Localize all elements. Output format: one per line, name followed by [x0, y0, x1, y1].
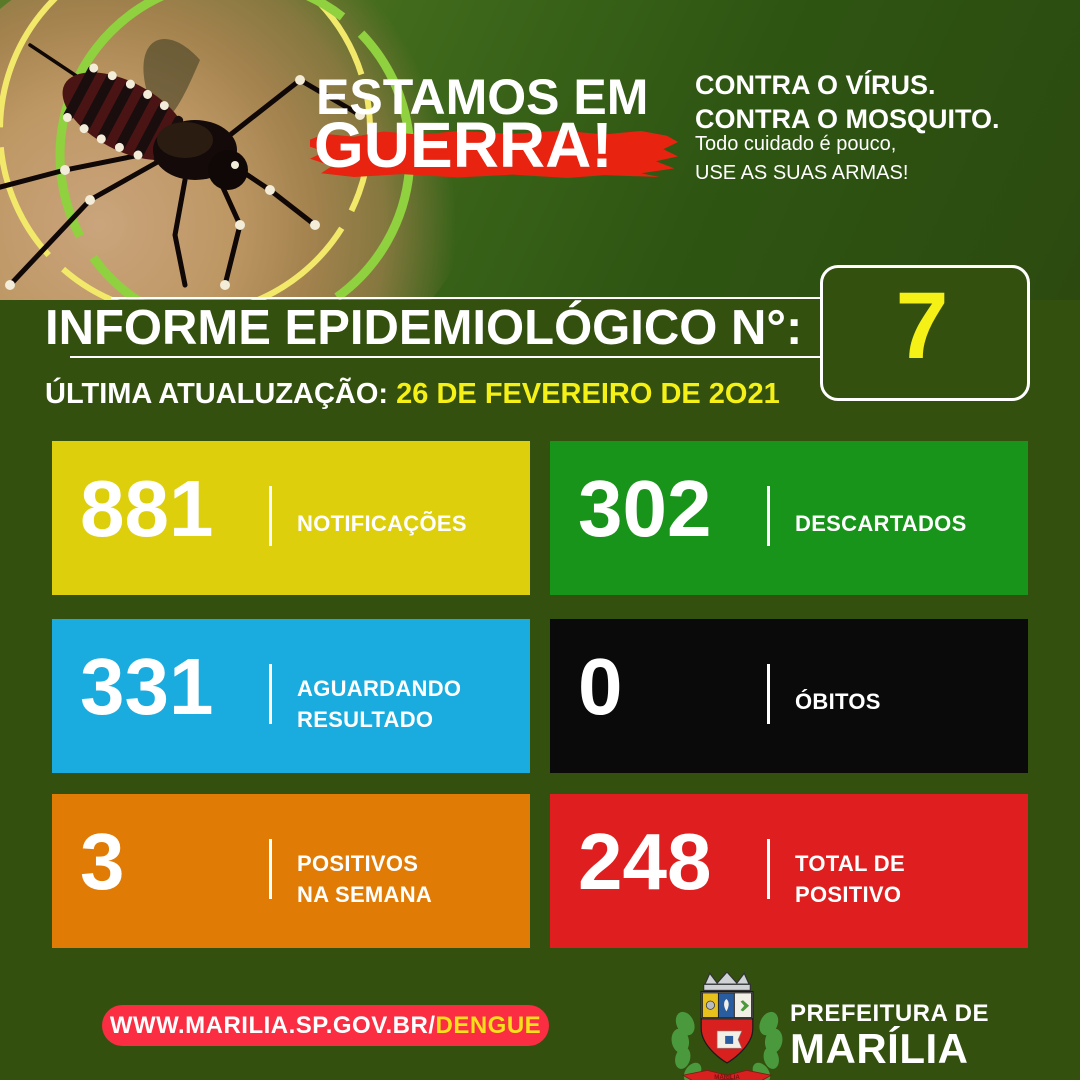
svg-text:MARILIA: MARILIA [714, 1074, 740, 1080]
